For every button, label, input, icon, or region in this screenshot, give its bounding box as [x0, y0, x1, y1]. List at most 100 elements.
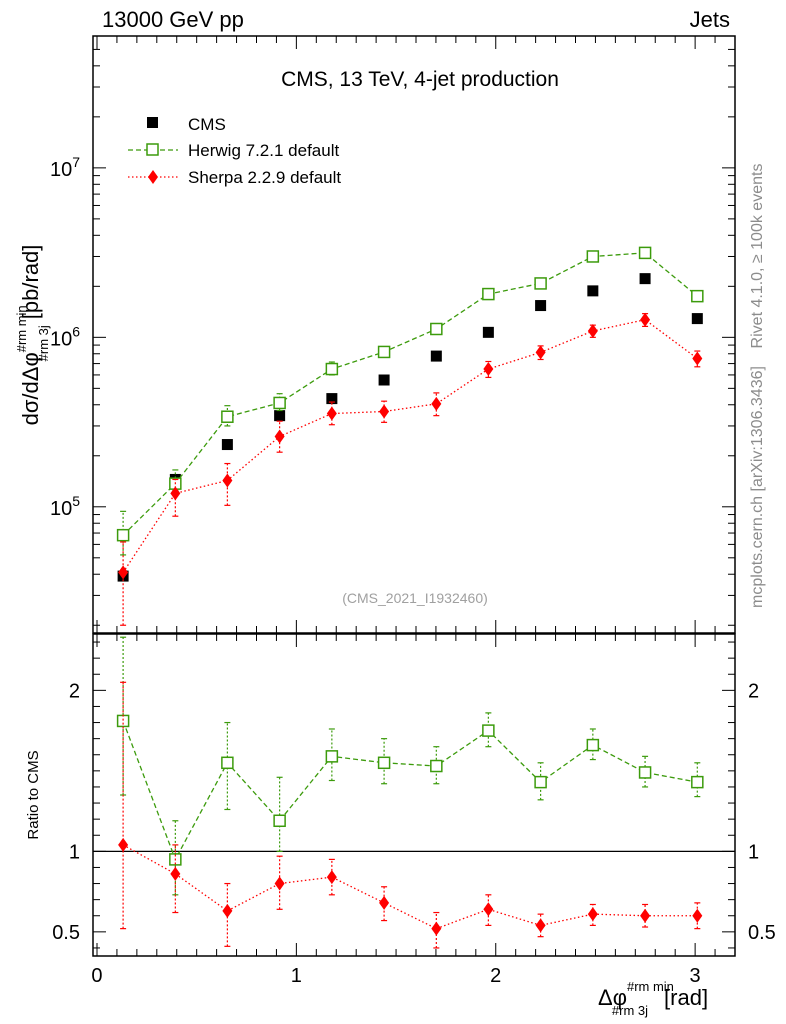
ratio-y-tick-label-right: 1: [748, 841, 759, 863]
x-tick-label-2: 2: [490, 965, 501, 987]
ratio-y-tick-label-right: 2: [748, 680, 759, 702]
ratio-sherpa-line: [122, 844, 698, 930]
main-sherpa-point: [587, 323, 598, 338]
main-cms-point: [691, 313, 703, 325]
x-tick-label-0: 0: [91, 965, 102, 987]
legend-sherpa-label: Sherpa 2.2.9 default: [188, 168, 341, 187]
ratio-herwig-line: [122, 720, 698, 861]
header-left-label: 13000 GeV pp: [102, 7, 244, 32]
main-y-axis-label-sub: #rm 3j: [36, 325, 51, 361]
main-y-tick-exponent: 7: [72, 154, 80, 170]
ratio-sherpa-point: [483, 902, 494, 917]
main-sherpa-point: [483, 362, 494, 377]
main-y-tick-base: 10: [50, 328, 72, 350]
main-cms-point: [639, 273, 651, 285]
main-cms-group: [117, 273, 703, 582]
main-cms-point: [587, 285, 599, 297]
x-axis-label-sub: #rm 3j: [612, 1003, 648, 1018]
analysis-watermark: (CMS_2021_I1932460): [342, 590, 488, 606]
ratio-herwig-point: [534, 775, 547, 789]
main-herwig-point: [638, 246, 652, 260]
ratio-sherpa-point: [326, 870, 337, 885]
main-sherpa-point: [274, 429, 285, 444]
main-cms-point: [274, 410, 286, 422]
main-herwig-line: [122, 252, 698, 536]
x-axis-label-sup: #rm min: [627, 979, 674, 994]
main-y-tick-exponent: 5: [72, 493, 80, 509]
header-right-label: Jets: [690, 7, 730, 32]
ratio-sherpa-point: [587, 907, 598, 922]
main-sherpa-line: [122, 319, 698, 573]
rivet-side-label: Rivet 4.1.0, ≥ 100k events: [749, 164, 766, 349]
series-layer: [116, 246, 704, 949]
main-herwig-point: [273, 396, 286, 410]
main-sherpa-group: [118, 312, 703, 626]
ratio-sherpa-point: [222, 903, 233, 918]
legend-herwig-marker: [146, 143, 159, 156]
legend-herwig-label: Herwig 7.2.1 default: [188, 141, 339, 160]
main-sherpa-point: [326, 406, 337, 421]
ratio-herwig-group: [116, 636, 704, 896]
mcplots-side-label: mcplots.cern.ch [arXiv:1306.3436]: [749, 366, 766, 608]
main-herwig-point: [116, 528, 130, 542]
ratio-sherpa-point: [379, 895, 390, 910]
ratio-sherpa-point: [535, 918, 546, 933]
main-plot-frame: [92, 35, 736, 634]
main-plot-title: CMS, 13 TeV, 4-jet production: [281, 68, 559, 91]
legend-sherpa-marker: [148, 170, 158, 184]
main-herwig-group: [116, 246, 704, 556]
main-cms-point: [430, 350, 442, 362]
ratio-y-tick-label-left: 2: [69, 680, 80, 702]
main-y-tick-label: 105: [50, 493, 80, 520]
svg-text:dσ/dΔφ#rm min#rm 3j[pb/rad]: dσ/dΔφ#rm min #rm 3j [pb/rad]: [14, 245, 51, 426]
main-y-tick-label: 106: [50, 323, 80, 350]
main-y-axis-label-main: dσ/dΔφ: [18, 352, 43, 425]
main-sherpa-point: [118, 565, 129, 580]
main-sherpa-point: [222, 473, 233, 488]
ratio-herwig-point: [691, 775, 704, 789]
main-sherpa-point: [640, 312, 651, 327]
ratio-herwig-point: [430, 759, 443, 773]
main-y-axis-label: dσ/dΔφ#rm min #rm 3j [pb/rad]: [14, 245, 51, 426]
ratio-sherpa-point: [640, 908, 651, 923]
main-sherpa-point: [431, 396, 442, 411]
x-tick-label-3: 3: [690, 965, 701, 987]
ratio-herwig-point: [221, 756, 234, 770]
main-cms-point: [482, 326, 494, 338]
ratio-y-tick-label-left: 1: [69, 841, 80, 863]
main-herwig-point: [482, 287, 495, 301]
main-sherpa-point: [379, 404, 390, 419]
ratio-sherpa-point: [692, 908, 703, 923]
ratio-y-axis-label: Ratio to CMS: [25, 750, 42, 839]
svg-text:Δφ#rm min#rm 3j[rad]: Δφ#rm min #rm 3j [rad]: [598, 979, 708, 1018]
legend-cms-label: CMS: [188, 115, 226, 134]
ratio-sherpa-point: [274, 876, 285, 891]
main-cms-point: [221, 439, 233, 451]
x-axis-label-main: Δφ: [598, 985, 627, 1010]
main-y-axis-label-unit: [pb/rad]: [18, 245, 43, 320]
main-y-tick-exponent: 6: [72, 323, 80, 339]
x-axis-label: Δφ#rm min #rm 3j [rad]: [598, 979, 708, 1018]
x-tick-label-1: 1: [291, 965, 302, 987]
ratio-herwig-point: [116, 714, 130, 728]
ratio-sherpa-point: [118, 837, 129, 852]
ratio-sherpa-point: [170, 866, 181, 881]
main-y-axis-label-sup: #rm min: [14, 305, 29, 352]
legend-cms-marker: [147, 117, 158, 128]
ratio-herwig-point: [325, 750, 339, 763]
main-herwig-point: [691, 289, 704, 303]
main-herwig-point: [221, 410, 234, 423]
legend: CMS Herwig 7.2.1 default Sherpa 2.2.9 de…: [128, 115, 341, 187]
ratio-y-tick-label-right: 0.5: [748, 922, 776, 944]
main-sherpa-point: [692, 351, 703, 366]
main-y-tick-base: 10: [50, 159, 72, 181]
main-y-tick-base: 10: [50, 498, 72, 520]
ratio-sherpa-point: [431, 921, 442, 936]
ratio-herwig-point: [586, 738, 600, 752]
ratio-y-tick-label-left: 0.5: [52, 922, 80, 944]
main-cms-point: [535, 300, 547, 312]
main-herwig-point: [325, 362, 339, 376]
